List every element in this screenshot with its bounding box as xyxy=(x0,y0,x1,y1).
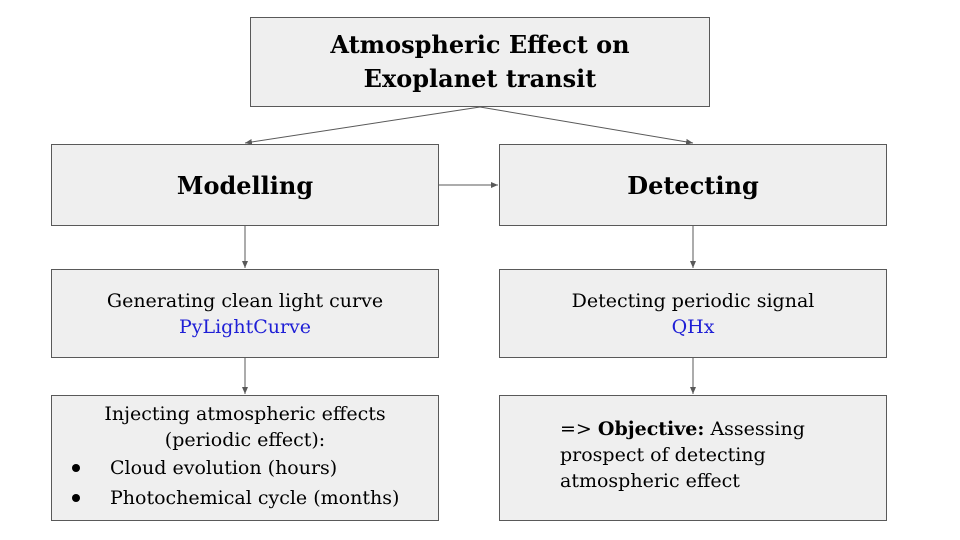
objective-text-line2: prospect of detecting xyxy=(560,444,766,466)
detect-signal-box: Detecting periodic signal QHx xyxy=(499,269,887,358)
bullet-dot-icon xyxy=(72,464,80,472)
detecting-label: Detecting xyxy=(627,170,759,200)
qhx-link: QHx xyxy=(671,315,715,338)
bullet-item: Photochemical cycle (months) xyxy=(72,483,399,513)
generating-text: Generating clean light curve xyxy=(106,289,384,312)
objective-text-line3: atmospheric effect xyxy=(560,470,740,492)
inject-bullet-list: Cloud evolution (hours) Photochemical cy… xyxy=(52,453,399,513)
objective-box: => Objective: Assessing prospect of dete… xyxy=(499,395,887,521)
detecting-box: Detecting xyxy=(499,144,887,226)
objective-line1: => Objective: Assessing xyxy=(560,416,805,442)
arrow-top-to-detecting xyxy=(479,106,694,145)
inject-line2: (periodic effect): xyxy=(164,429,326,451)
bullet-item: Cloud evolution (hours) xyxy=(72,453,399,483)
generating-box: Generating clean light curve PyLightCurv… xyxy=(51,269,439,358)
bullet-dot-icon xyxy=(72,494,80,502)
arrow-top-to-modelling xyxy=(244,106,481,145)
modelling-label: Modelling xyxy=(176,170,314,200)
pylightcurve-link: PyLightCurve xyxy=(178,315,312,338)
detect-signal-text: Detecting periodic signal xyxy=(571,289,815,312)
bullet-text: Photochemical cycle (months) xyxy=(110,487,400,509)
objective-text-line1: Assessing xyxy=(704,418,805,440)
modelling-box: Modelling xyxy=(51,144,439,226)
inject-line1: Injecting atmospheric effects xyxy=(104,403,386,425)
inject-box: Injecting atmospheric effects (periodic … xyxy=(51,395,439,521)
objective-label: Objective: xyxy=(597,418,705,440)
bullet-text: Cloud evolution (hours) xyxy=(110,457,338,479)
objective-prefix: => xyxy=(560,418,598,440)
title-box: Atmospheric Effect on Exoplanet transit xyxy=(250,17,710,107)
diagram-title: Atmospheric Effect on Exoplanet transit xyxy=(330,30,630,93)
